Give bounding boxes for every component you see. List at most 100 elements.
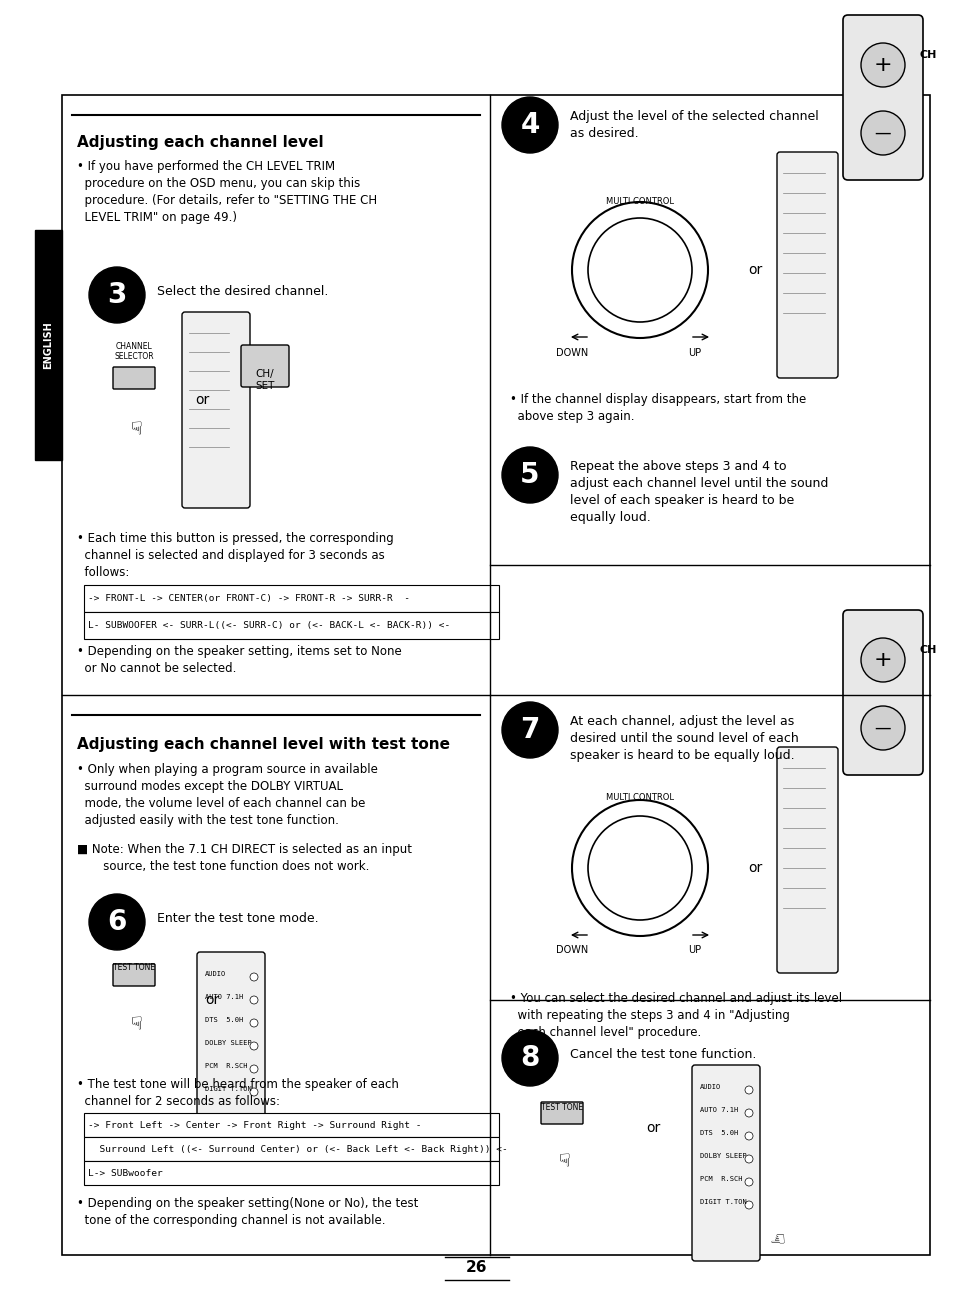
Text: AUTO 7.1H: AUTO 7.1H xyxy=(205,995,243,1000)
FancyBboxPatch shape xyxy=(84,586,498,612)
Circle shape xyxy=(744,1086,752,1094)
Circle shape xyxy=(572,203,707,339)
Circle shape xyxy=(744,1178,752,1185)
Text: Adjusting each channel level: Adjusting each channel level xyxy=(77,135,323,150)
Text: • Each time this button is pressed, the corresponding
  channel is selected and : • Each time this button is pressed, the … xyxy=(77,532,394,579)
FancyBboxPatch shape xyxy=(842,610,923,775)
Circle shape xyxy=(89,267,145,323)
Circle shape xyxy=(250,1019,257,1027)
Circle shape xyxy=(250,1087,257,1097)
Text: 8: 8 xyxy=(519,1044,539,1072)
Text: Enter the test tone mode.: Enter the test tone mode. xyxy=(157,912,318,925)
Circle shape xyxy=(89,894,145,950)
Text: or: or xyxy=(747,861,761,874)
Text: ■ Note: When the 7.1 CH DIRECT is selected as an input
       source, the test t: ■ Note: When the 7.1 CH DIRECT is select… xyxy=(77,843,412,873)
Text: CHANNEL
SELECTOR: CHANNEL SELECTOR xyxy=(114,342,153,362)
Text: • You can select the desired channel and adjust its level
  with repeating the s: • You can select the desired channel and… xyxy=(510,992,841,1039)
Text: DIGIT T.TON: DIGIT T.TON xyxy=(205,1086,252,1093)
FancyBboxPatch shape xyxy=(84,1137,498,1161)
Text: Adjusting each channel level with test tone: Adjusting each channel level with test t… xyxy=(77,737,450,752)
Text: DTS  5.0H: DTS 5.0H xyxy=(205,1017,243,1023)
Text: DOWN: DOWN xyxy=(556,348,587,358)
Text: • If the channel display disappears, start from the
  above step 3 again.: • If the channel display disappears, sta… xyxy=(510,393,805,423)
FancyBboxPatch shape xyxy=(776,152,837,378)
Text: MULTI CONTROL: MULTI CONTROL xyxy=(605,197,673,207)
Text: • Only when playing a program source in available
  surround modes except the DO: • Only when playing a program source in … xyxy=(77,763,377,827)
Circle shape xyxy=(587,218,691,322)
Text: UP: UP xyxy=(688,348,700,358)
Circle shape xyxy=(501,1030,558,1086)
Text: AUDIO: AUDIO xyxy=(205,971,226,978)
Circle shape xyxy=(587,816,691,920)
Text: DTS  5.0H: DTS 5.0H xyxy=(700,1131,738,1136)
Text: +: + xyxy=(873,650,891,670)
Text: Adjust the level of the selected channel
as desired.: Adjust the level of the selected channel… xyxy=(569,110,818,140)
Text: 3: 3 xyxy=(107,281,127,308)
Circle shape xyxy=(861,43,904,88)
Text: CH: CH xyxy=(919,644,937,655)
Text: or: or xyxy=(747,263,761,277)
Text: DOWN: DOWN xyxy=(556,945,587,955)
Circle shape xyxy=(744,1201,752,1209)
Text: Cancel the test tone function.: Cancel the test tone function. xyxy=(569,1048,756,1061)
Text: L- SUBWOOFER <- SURR-L((<- SURR-C) or (<- BACK-L <- BACK-R)) <-: L- SUBWOOFER <- SURR-L((<- SURR-C) or (<… xyxy=(88,621,450,630)
FancyBboxPatch shape xyxy=(241,345,289,387)
Text: ENGLISH: ENGLISH xyxy=(43,322,53,369)
FancyBboxPatch shape xyxy=(84,1161,498,1185)
Text: DOLBY SLEEP: DOLBY SLEEP xyxy=(205,1040,252,1046)
Circle shape xyxy=(861,111,904,156)
Circle shape xyxy=(861,706,904,750)
FancyBboxPatch shape xyxy=(776,748,837,972)
Text: 26: 26 xyxy=(466,1260,487,1276)
FancyBboxPatch shape xyxy=(691,1065,760,1261)
Text: or: or xyxy=(194,393,209,406)
Text: 4: 4 xyxy=(519,111,539,139)
FancyBboxPatch shape xyxy=(84,612,498,639)
Text: DOLBY SLEEP: DOLBY SLEEP xyxy=(700,1153,746,1159)
Bar xyxy=(35,230,62,460)
Text: Repeat the above steps 3 and 4 to
adjust each channel level until the sound
leve: Repeat the above steps 3 and 4 to adjust… xyxy=(569,460,827,524)
Circle shape xyxy=(250,972,257,982)
Text: 7: 7 xyxy=(519,716,539,744)
Text: —: — xyxy=(874,719,890,737)
Text: +: + xyxy=(873,55,891,74)
Text: 6: 6 xyxy=(107,908,127,936)
FancyBboxPatch shape xyxy=(196,951,265,1148)
Text: Select the desired channel.: Select the desired channel. xyxy=(157,285,328,298)
FancyBboxPatch shape xyxy=(182,312,250,508)
Circle shape xyxy=(501,702,558,758)
Text: L-> SUBwoofer: L-> SUBwoofer xyxy=(88,1168,163,1178)
FancyBboxPatch shape xyxy=(112,965,154,985)
Circle shape xyxy=(572,800,707,936)
Text: PCM  R.SCH: PCM R.SCH xyxy=(205,1063,247,1069)
FancyBboxPatch shape xyxy=(84,1114,498,1137)
Circle shape xyxy=(501,97,558,153)
Text: 5: 5 xyxy=(519,461,539,489)
Text: • Depending on the speaker setting, items set to None
  or No cannot be selected: • Depending on the speaker setting, item… xyxy=(77,644,401,674)
Text: TEST TONE: TEST TONE xyxy=(112,963,155,972)
Text: ☞: ☞ xyxy=(766,1229,782,1246)
Text: At each channel, adjust the level as
desired until the sound level of each
speak: At each channel, adjust the level as des… xyxy=(569,715,798,762)
Text: Surround Left ((<- Surround Center) or (<- Back Left <- Back Right)) <-: Surround Left ((<- Surround Center) or (… xyxy=(88,1145,507,1154)
Circle shape xyxy=(250,1042,257,1050)
Text: • The test tone will be heard from the speaker of each
  channel for 2 seconds a: • The test tone will be heard from the s… xyxy=(77,1078,398,1108)
FancyBboxPatch shape xyxy=(842,14,923,180)
Circle shape xyxy=(250,996,257,1004)
Text: AUTO 7.1H: AUTO 7.1H xyxy=(700,1107,738,1114)
FancyBboxPatch shape xyxy=(112,367,154,389)
Text: ☞: ☞ xyxy=(553,1151,571,1168)
Circle shape xyxy=(861,638,904,682)
Text: UP: UP xyxy=(688,945,700,955)
Text: -> Front Left -> Center -> Front Right -> Surround Right -: -> Front Left -> Center -> Front Right -… xyxy=(88,1120,421,1129)
Text: -> FRONT-L -> CENTER(or FRONT-C) -> FRONT-R -> SURR-R  -: -> FRONT-L -> CENTER(or FRONT-C) -> FRON… xyxy=(88,593,410,603)
FancyBboxPatch shape xyxy=(540,1102,582,1124)
Text: ☞: ☞ xyxy=(125,1016,143,1031)
Text: or: or xyxy=(205,993,219,1006)
Text: TEST TONE: TEST TONE xyxy=(540,1103,582,1112)
Text: DIGIT T.TON: DIGIT T.TON xyxy=(700,1199,746,1205)
Text: —: — xyxy=(874,124,890,142)
Text: • Depending on the speaker setting(None or No), the test
  tone of the correspon: • Depending on the speaker setting(None … xyxy=(77,1197,418,1227)
Text: CH/
SET: CH/ SET xyxy=(255,369,274,391)
Circle shape xyxy=(744,1155,752,1163)
Text: AUDIO: AUDIO xyxy=(700,1084,720,1090)
